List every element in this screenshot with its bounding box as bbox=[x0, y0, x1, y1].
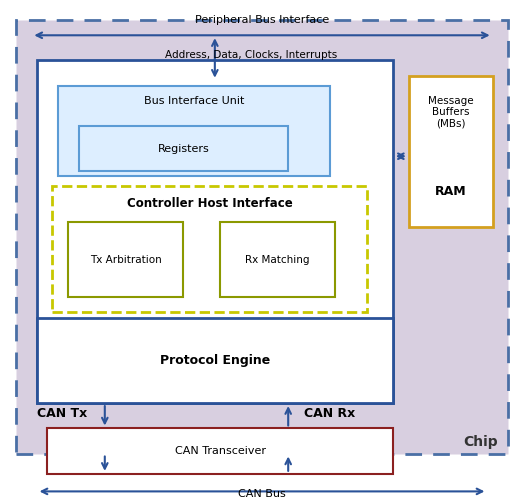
Text: Address, Data, Clocks, Interrupts: Address, Data, Clocks, Interrupts bbox=[166, 50, 337, 60]
Text: CAN Tx: CAN Tx bbox=[37, 407, 87, 420]
FancyBboxPatch shape bbox=[68, 222, 183, 297]
Text: Protocol Engine: Protocol Engine bbox=[160, 354, 270, 367]
Text: Bus Interface Unit: Bus Interface Unit bbox=[144, 96, 244, 106]
FancyBboxPatch shape bbox=[37, 318, 393, 403]
Text: Chip: Chip bbox=[463, 434, 498, 449]
FancyBboxPatch shape bbox=[79, 126, 288, 171]
FancyBboxPatch shape bbox=[16, 20, 508, 454]
Text: Tx Arbitration: Tx Arbitration bbox=[90, 255, 161, 265]
Text: RAM: RAM bbox=[435, 185, 466, 198]
FancyBboxPatch shape bbox=[409, 76, 493, 227]
FancyBboxPatch shape bbox=[37, 60, 393, 403]
Text: Controller Host Interface: Controller Host Interface bbox=[127, 197, 292, 210]
Text: Peripheral Bus Interface: Peripheral Bus Interface bbox=[195, 15, 329, 25]
FancyBboxPatch shape bbox=[52, 186, 367, 312]
FancyBboxPatch shape bbox=[47, 428, 393, 474]
FancyBboxPatch shape bbox=[58, 86, 330, 176]
Text: Message
Buffers
(MBs): Message Buffers (MBs) bbox=[428, 96, 474, 129]
Text: CAN Transceiver: CAN Transceiver bbox=[174, 446, 266, 456]
Text: CAN Bus: CAN Bus bbox=[238, 489, 286, 499]
Text: CAN Rx: CAN Rx bbox=[304, 407, 355, 420]
Text: Registers: Registers bbox=[158, 144, 209, 154]
FancyBboxPatch shape bbox=[220, 222, 335, 297]
Text: Rx Matching: Rx Matching bbox=[245, 255, 310, 265]
